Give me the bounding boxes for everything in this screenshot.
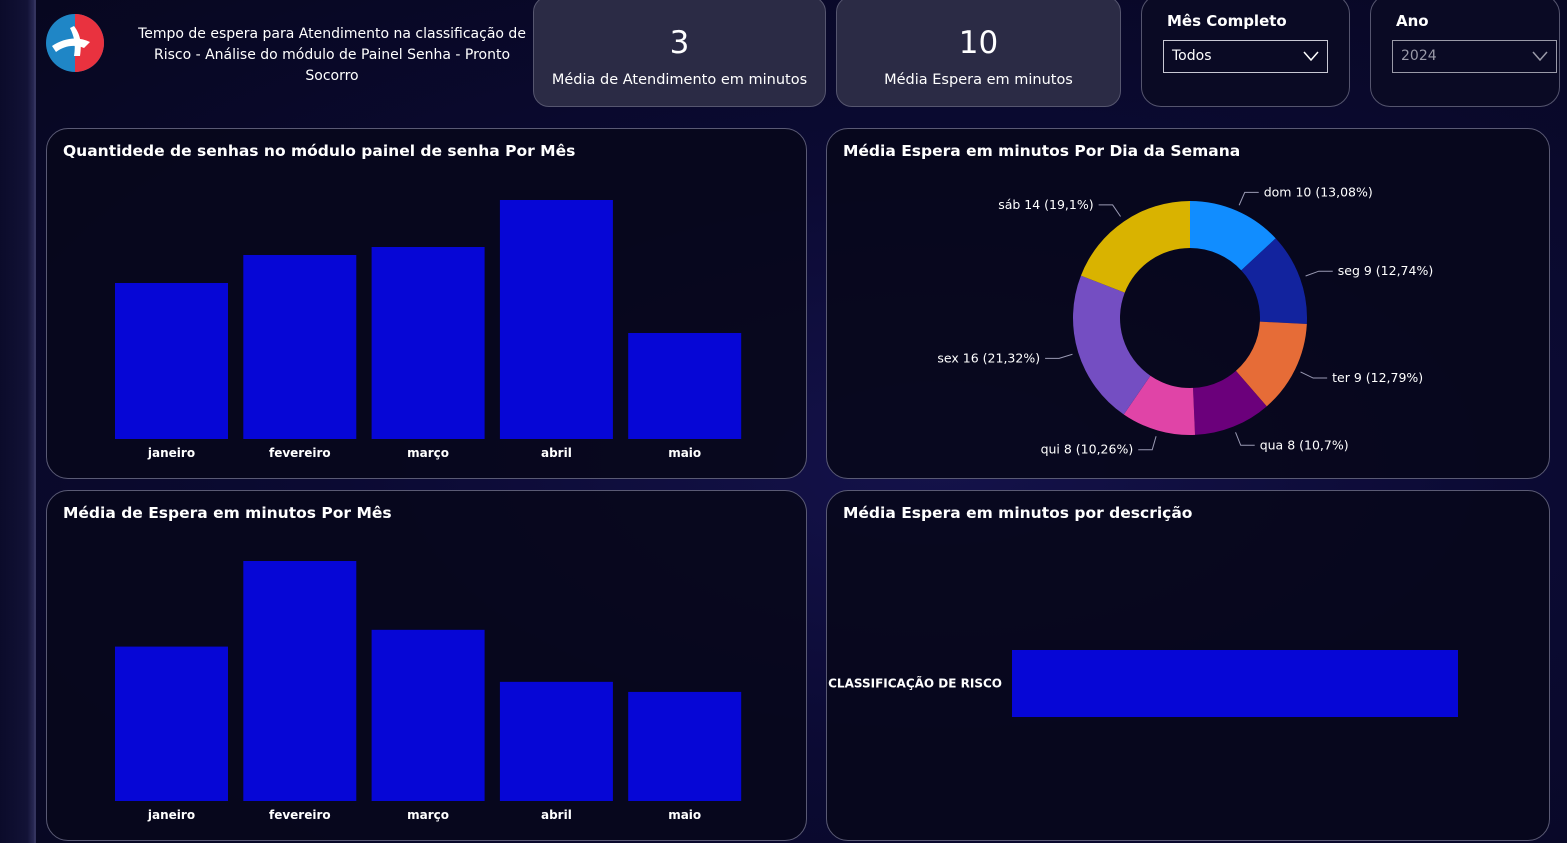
- chart-espera-descricao: CLASSIFICAÇÃO DE RISCO: [828, 650, 1458, 717]
- senhas-tick-marco: março: [407, 446, 449, 460]
- pie-leader-sex: [1045, 353, 1073, 359]
- slicer-ano-selected: 2024: [1401, 48, 1437, 64]
- panel-espera-por-mes: Média de Espera em minutos Por Mês janei…: [46, 490, 807, 841]
- pie-label-ter: ter 9 (12,79%): [1332, 370, 1423, 385]
- pie-slice-qui[interactable]: [1123, 375, 1196, 435]
- kpi-espera-label: Média Espera em minutos: [884, 72, 1073, 88]
- senhas-bar-marco[interactable]: [371, 247, 485, 439]
- espera-bar-marco[interactable]: [371, 629, 485, 801]
- pie-label-dom: dom 10 (13,08%): [1264, 184, 1373, 199]
- pie-leader-ter: [1300, 371, 1328, 379]
- chart-descricao-title: Média Espera em minutos por descrição: [843, 504, 1193, 522]
- slicer-ano: Ano 2024: [1370, 0, 1560, 107]
- panel-espera-descricao: Média Espera em minutos por descrição CL…: [826, 490, 1550, 841]
- pie-leader-qui: [1138, 436, 1157, 451]
- espera-bar-maio[interactable]: [628, 691, 742, 801]
- pie-slice-sex[interactable]: [1073, 275, 1151, 415]
- pie-slice-sab[interactable]: [1080, 201, 1190, 293]
- kpi-atendimento-label: Média de Atendimento em minutos: [551, 72, 808, 88]
- slicer-mes-title: Mês Completo: [1167, 12, 1287, 30]
- slicer-mes-dropdown[interactable]: Todos: [1163, 40, 1328, 73]
- chart-dia-semana-title: Média Espera em minutos Por Dia da Seman…: [843, 142, 1241, 160]
- left-rail: [0, 0, 36, 843]
- senhas-bar-janeiro[interactable]: [115, 283, 228, 439]
- senhas-bar-fevereiro[interactable]: [243, 255, 357, 439]
- espera-bar-abril[interactable]: [499, 681, 613, 801]
- chart-espera-mes-title: Média de Espera em minutos Por Mês: [63, 504, 392, 522]
- chevron-down-icon: [1303, 51, 1319, 62]
- slicer-ano-dropdown[interactable]: 2024: [1392, 40, 1557, 73]
- senhas-tick-janeiro: janeiro: [147, 446, 195, 460]
- espera-tick-marco: março: [407, 808, 449, 822]
- pie-leader-seg: [1305, 270, 1333, 277]
- kpi-card-espera: 10 Média Espera em minutos: [836, 0, 1121, 107]
- senhas-tick-abril: abril: [541, 446, 572, 460]
- panel-espera-dia-semana: Média Espera em minutos Por Dia da Seman…: [826, 128, 1550, 479]
- descricao-bar-classificacao-de-risco[interactable]: [1012, 650, 1458, 717]
- senhas-tick-fevereiro: fevereiro: [269, 446, 331, 460]
- pie-label-seg: seg 9 (12,74%): [1338, 263, 1433, 278]
- pie-slice-seg[interactable]: [1241, 238, 1307, 325]
- pie-slice-dom[interactable]: [1190, 201, 1276, 271]
- chart-espera-dia-semana: dom 10 (13,08%) seg 9 (12,74%) ter 9 (12,7…: [937, 184, 1433, 457]
- panel-senhas-por-mes: Quantidede de senhas no módulo painel de…: [46, 128, 807, 479]
- pie-leader-sab: [1098, 204, 1121, 217]
- chart-senhas-por-mes: janeiro fevereiro março abril maio: [115, 200, 742, 460]
- chart-senhas-title: Quantidede de senhas no módulo painel de…: [63, 142, 576, 160]
- pie-slice-ter[interactable]: [1235, 321, 1307, 407]
- pie-label-sab: sáb 14 (19,1%): [998, 197, 1093, 212]
- pie-label-qua: qua 8 (10,7%): [1260, 437, 1349, 452]
- kpi-espera-value: 10: [958, 25, 999, 61]
- pie-slice-qua[interactable]: [1193, 370, 1267, 435]
- senhas-bar-maio[interactable]: [628, 333, 742, 439]
- kpi-card-atendimento: 3 Média de Atendimento em minutos: [533, 0, 826, 107]
- senhas-bar-abril[interactable]: [499, 200, 613, 439]
- slicer-mes-selected: Todos: [1172, 48, 1212, 64]
- slicer-ano-title: Ano: [1396, 12, 1429, 30]
- senhas-tick-maio: maio: [668, 446, 701, 460]
- dashboard-title: Tempo de espera para Atendimento na clas…: [138, 26, 526, 84]
- espera-tick-janeiro: janeiro: [147, 808, 195, 822]
- chevron-down-icon: [1532, 51, 1548, 62]
- espera-tick-abril: abril: [541, 808, 572, 822]
- pie-leader-qua: [1235, 432, 1255, 446]
- pie-label-sex: sex 16 (21,32%): [937, 350, 1040, 365]
- slicer-mes-completo: Mês Completo Todos: [1141, 0, 1350, 107]
- espera-tick-maio: maio: [668, 808, 701, 822]
- espera-bar-janeiro[interactable]: [115, 646, 228, 801]
- kpi-atendimento-value: 3: [669, 25, 690, 61]
- espera-bar-fevereiro[interactable]: [243, 561, 357, 801]
- pie-leader-dom: [1238, 191, 1259, 206]
- logo-icon: [46, 14, 104, 72]
- chart-espera-por-mes: janeiro fevereiro março abril maio: [115, 561, 742, 822]
- descricao-tick-classificacao-de-risco: CLASSIFICAÇÃO DE RISCO: [828, 676, 1002, 691]
- pie-label-qui: qui 8 (10,26%): [1041, 442, 1134, 457]
- espera-tick-fevereiro: fevereiro: [269, 808, 331, 822]
